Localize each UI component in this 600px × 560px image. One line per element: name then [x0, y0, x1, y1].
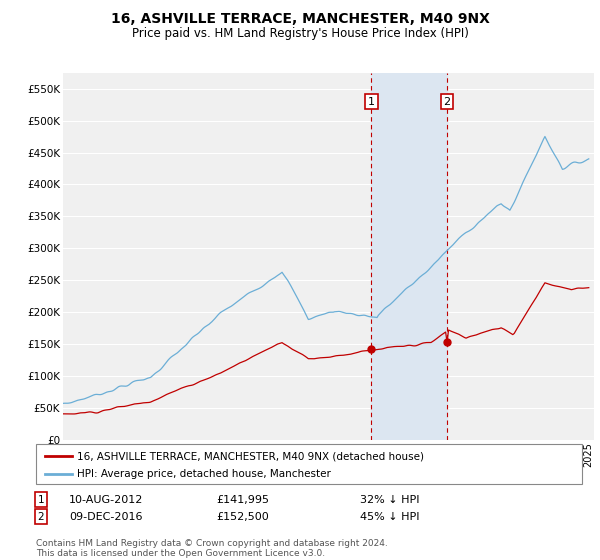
Text: 16, ASHVILLE TERRACE, MANCHESTER, M40 9NX: 16, ASHVILLE TERRACE, MANCHESTER, M40 9N… [110, 12, 490, 26]
Text: 2: 2 [37, 512, 44, 522]
Bar [371, 73, 447, 440]
Text: 09-DEC-2016: 09-DEC-2016 [69, 512, 143, 522]
Text: £141,995: £141,995 [216, 494, 269, 505]
Text: 10-AUG-2012: 10-AUG-2012 [69, 494, 143, 505]
Text: HPI: Average price, detached house, Manchester: HPI: Average price, detached house, Manc… [77, 469, 331, 479]
Text: Contains HM Land Registry data © Crown copyright and database right 2024.
This d: Contains HM Land Registry data © Crown c… [36, 539, 388, 558]
Text: £152,500: £152,500 [216, 512, 269, 522]
Text: 45% ↓ HPI: 45% ↓ HPI [360, 512, 419, 522]
Text: 2: 2 [443, 96, 451, 106]
Text: 1: 1 [37, 494, 44, 505]
Text: 32% ↓ HPI: 32% ↓ HPI [360, 494, 419, 505]
Text: Price paid vs. HM Land Registry's House Price Index (HPI): Price paid vs. HM Land Registry's House … [131, 27, 469, 40]
Text: 1: 1 [368, 96, 375, 106]
Text: 16, ASHVILLE TERRACE, MANCHESTER, M40 9NX (detached house): 16, ASHVILLE TERRACE, MANCHESTER, M40 9N… [77, 451, 424, 461]
